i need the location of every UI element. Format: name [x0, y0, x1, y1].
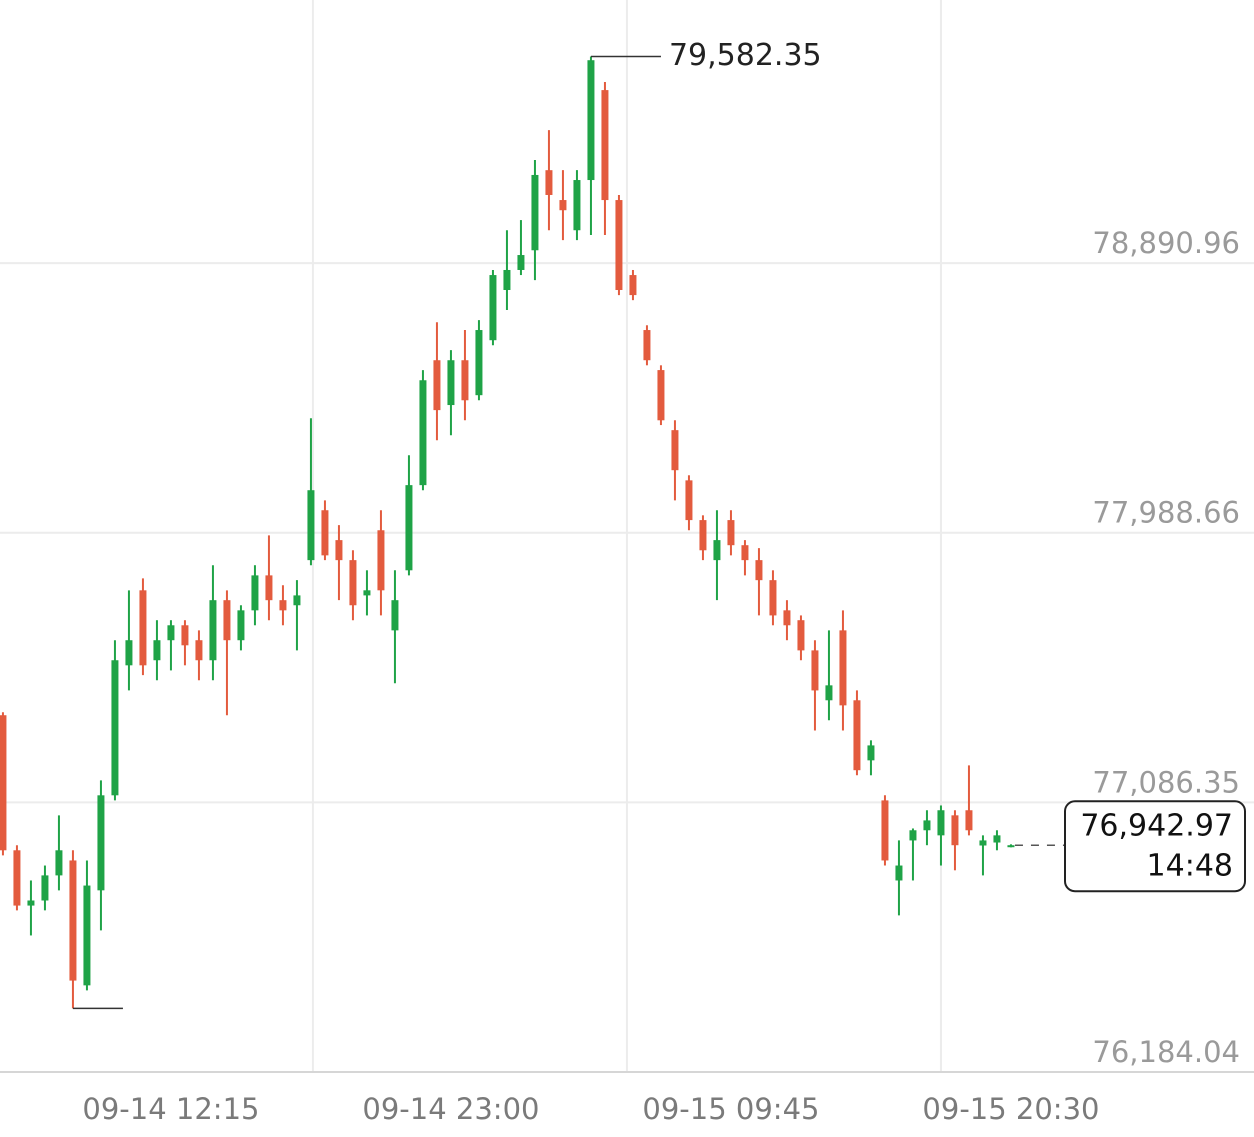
candle-body	[195, 640, 203, 661]
candle-body	[923, 820, 931, 831]
candle-body	[951, 815, 959, 846]
candle-body	[433, 360, 441, 411]
candle-body	[783, 610, 791, 626]
candle-body	[741, 545, 749, 561]
candle-body	[713, 540, 721, 561]
x-tick-label: 09-14 23:00	[362, 1092, 539, 1126]
candle-body	[181, 625, 189, 646]
candle-body	[97, 795, 105, 891]
candle-body	[587, 60, 595, 181]
candle-body	[41, 875, 49, 901]
candle-body	[853, 700, 861, 771]
candle-body	[27, 900, 35, 906]
x-tick-label: 09-15 20:30	[922, 1092, 1099, 1126]
max-label: 79,582.35	[669, 38, 822, 73]
candle-body	[615, 200, 623, 291]
candle-body	[405, 485, 413, 571]
candle-body	[475, 330, 483, 396]
candle-body	[965, 810, 973, 831]
candle-body	[559, 200, 567, 211]
candle-body	[727, 520, 735, 546]
candle-body	[447, 360, 455, 406]
candle-body	[503, 269, 511, 291]
candle-body	[251, 575, 259, 611]
candle-body	[55, 850, 63, 876]
candle-body	[153, 640, 161, 661]
candle-body	[391, 600, 399, 631]
candle-body	[867, 745, 875, 761]
candle-body	[531, 174, 539, 251]
candle-body	[629, 275, 637, 296]
candle-body	[1007, 845, 1015, 848]
candle-body	[573, 180, 581, 231]
candle-body	[419, 380, 427, 486]
candle-body	[797, 620, 805, 651]
candle-body	[461, 360, 469, 401]
candle-body	[937, 810, 945, 836]
candle-body	[139, 590, 147, 666]
candle-body	[265, 575, 273, 601]
candle-body	[769, 580, 777, 616]
candle-body	[755, 560, 763, 581]
candle-body	[293, 595, 301, 606]
candle-body	[0, 715, 7, 851]
candle-body	[811, 650, 819, 691]
candle-body	[993, 835, 1001, 843]
candle-body	[699, 520, 707, 551]
candle-body	[125, 640, 133, 666]
candle-body	[377, 530, 385, 591]
last-time-label: 14:48	[1147, 849, 1233, 884]
x-tick-label: 09-15 09:45	[642, 1092, 819, 1126]
candle-body	[83, 885, 91, 986]
y-tick-label: 77,086.35	[1092, 765, 1240, 799]
candle-body	[363, 590, 371, 596]
y-tick-label: 78,890.96	[1092, 226, 1240, 260]
candle-body	[335, 540, 343, 561]
candle-body	[909, 830, 917, 841]
candle-body	[545, 170, 553, 195]
candle-body	[209, 600, 217, 661]
candle-body	[685, 480, 693, 521]
candle-body	[979, 840, 987, 846]
candle-body	[895, 865, 903, 881]
last-price-label: 76,942.97	[1080, 809, 1233, 844]
candle-body	[825, 685, 833, 701]
candle-body	[349, 560, 357, 606]
y-tick-label: 77,988.66	[1092, 496, 1240, 530]
candle-body	[279, 600, 287, 611]
candle-body	[601, 90, 609, 201]
candle-body	[13, 850, 21, 906]
candle-body	[111, 660, 119, 796]
candle-body	[69, 860, 77, 981]
candle-body	[657, 370, 665, 421]
candle-body	[489, 275, 497, 341]
candle-body	[237, 610, 245, 641]
x-tick-label: 09-14 12:15	[82, 1092, 259, 1126]
last-price-box	[1064, 800, 1246, 893]
candle-body	[307, 490, 315, 561]
candle-body	[643, 330, 651, 361]
candle-body	[839, 630, 847, 706]
candle-body	[321, 510, 329, 556]
candle-body	[517, 255, 525, 270]
y-tick-label: 76,184.04	[1092, 1035, 1240, 1069]
candle-body	[881, 800, 889, 861]
candle-body	[167, 625, 175, 641]
candle-body	[223, 600, 231, 641]
candle-body	[671, 430, 679, 471]
